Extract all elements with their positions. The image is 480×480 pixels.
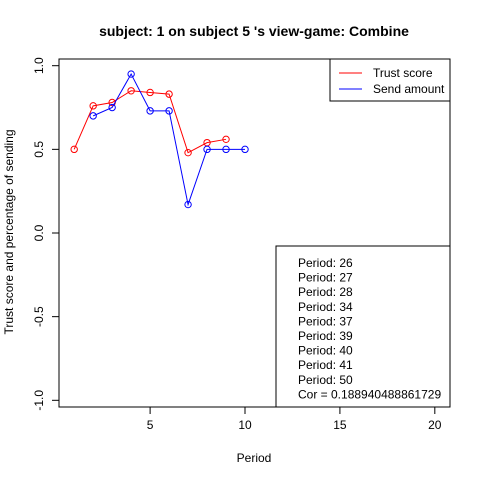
series-layer	[70, 70, 249, 209]
data-point	[184, 148, 192, 157]
info-box-frame	[275, 245, 451, 408]
x-tick-label: 5	[147, 418, 154, 432]
info-line: Period: 39	[298, 329, 353, 343]
data-point	[184, 200, 192, 209]
data-point	[146, 107, 154, 115]
y-tick-label: 1.0	[32, 57, 46, 74]
series-line	[92, 73, 246, 207]
data-point	[89, 102, 97, 110]
info-line: Period: 41	[298, 358, 353, 372]
data-point	[222, 135, 230, 144]
data-point	[203, 145, 211, 154]
info-line: Period: 40	[298, 344, 353, 358]
info-line: Cor = 0.188940488861729	[298, 387, 441, 401]
x-tick-label: 20	[428, 418, 442, 432]
y-tick-label: -1.0	[32, 390, 46, 411]
data-point	[165, 107, 173, 115]
x-axis-label: Period	[237, 451, 272, 465]
info-line: Period: 34	[298, 300, 353, 314]
y-tick-label: -0.5	[32, 306, 46, 327]
x-tick-label: 10	[238, 418, 252, 432]
legend-box	[329, 58, 451, 102]
legend-label: Trust score	[373, 66, 433, 80]
info-line: Period: 37	[298, 314, 353, 328]
series-line	[73, 90, 227, 154]
data-point	[241, 145, 249, 154]
legend-label: Send amount	[373, 82, 445, 96]
chart-title: subject: 1 on subject 5 's view-game: Co…	[99, 23, 409, 39]
data-point	[165, 90, 173, 98]
info-line: Period: 27	[298, 271, 353, 285]
info-line: Period: 28	[298, 285, 353, 299]
data-point	[146, 88, 154, 97]
data-point	[89, 112, 97, 120]
axes: 5 10 15 20 -1.0 -0.5 0.0 0.5 1.0	[32, 57, 442, 432]
y-tick-label: 0.5	[32, 141, 46, 158]
data-point	[127, 70, 135, 78]
data-point	[70, 145, 78, 154]
y-axis-label: Trust score and percentage of sending	[2, 129, 16, 334]
data-point	[108, 103, 116, 112]
y-tick-label: 0.0	[32, 224, 46, 241]
x-tick-label: 15	[333, 418, 347, 432]
data-point	[222, 145, 230, 154]
data-point	[127, 87, 135, 95]
info-line: Period: 50	[298, 373, 353, 387]
legend: Trust score Send amount	[329, 58, 451, 102]
info-line: Period: 26	[298, 256, 353, 270]
